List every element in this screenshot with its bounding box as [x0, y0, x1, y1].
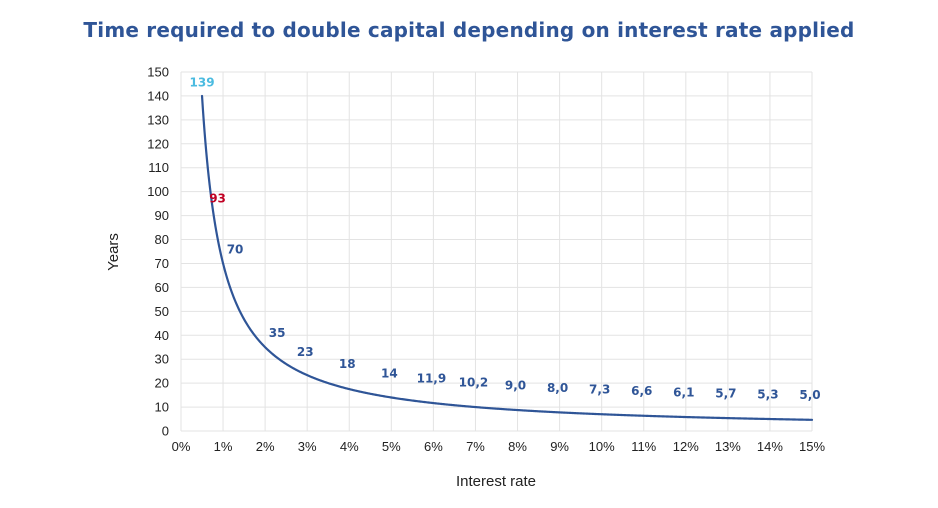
- series-line: [200, 94, 814, 421]
- x-tick-label: 0%: [172, 439, 191, 454]
- y-tick-label: 30: [155, 352, 169, 367]
- x-tick-label: 10%: [589, 439, 615, 454]
- y-tick-label: 50: [155, 304, 169, 319]
- x-axis-ticks: 0% 1% 2% 3% 4% 5% 6% 7% 8% 9% 10% 11% 12% 13% 14% 15%: [172, 439, 826, 454]
- data-label: 70: [227, 242, 244, 256]
- x-tick-label: 15%: [799, 439, 825, 454]
- x-tick-label: 7%: [466, 439, 485, 454]
- x-tick-label: 9%: [550, 439, 569, 454]
- data-label: 35: [269, 326, 286, 340]
- curve-layer: [200, 94, 814, 421]
- x-tick-label: 6%: [424, 439, 443, 454]
- x-tick-label: 8%: [508, 439, 527, 454]
- x-axis-title: Interest rate: [456, 473, 536, 490]
- x-tick-label: 13%: [715, 439, 741, 454]
- x-tick-label: 5%: [382, 439, 401, 454]
- data-label: 18: [339, 357, 356, 371]
- y-tick-label: 80: [155, 232, 169, 247]
- y-tick-label: 70: [155, 256, 169, 271]
- data-label: 14: [381, 366, 398, 380]
- data-label: 9,0: [505, 378, 526, 392]
- y-tick-label: 100: [147, 184, 169, 199]
- x-tick-label: 4%: [340, 439, 359, 454]
- y-tick-label: 60: [155, 280, 169, 295]
- y-tick-label: 10: [155, 400, 169, 415]
- data-label: 11,9: [417, 372, 447, 386]
- data-label: 8,0: [547, 381, 568, 395]
- data-label: 93: [209, 191, 226, 205]
- data-label: 23: [297, 345, 314, 359]
- x-tick-label: 12%: [673, 439, 699, 454]
- y-tick-label: 20: [155, 376, 169, 391]
- data-label: 5,3: [757, 387, 778, 401]
- x-tick-label: 3%: [298, 439, 317, 454]
- data-label: 10,2: [459, 376, 489, 390]
- data-labels: 139 93 70 35 23 18 14 11,9 10,2 9,0 8,0 7,3 6,6 6,1 5,…: [190, 75, 821, 402]
- chart-title: Time required to double capital dependin…: [83, 18, 855, 42]
- data-label: 139: [190, 75, 215, 89]
- data-label: 5,0: [799, 388, 820, 402]
- x-tick-label: 14%: [757, 439, 783, 454]
- y-tick-label: 90: [155, 208, 169, 223]
- grid-lines: [180, 71, 813, 432]
- x-tick-label: 11%: [631, 439, 656, 454]
- y-axis-title: Years: [105, 233, 122, 271]
- y-tick-label: 120: [147, 136, 169, 151]
- x-tick-label: 2%: [256, 439, 275, 454]
- x-tick-label: 1%: [214, 439, 233, 454]
- y-tick-label: 110: [148, 160, 169, 175]
- data-label: 6,6: [631, 384, 652, 398]
- data-label: 7,3: [589, 383, 610, 397]
- y-tick-label: 0: [162, 424, 169, 439]
- y-tick-label: 40: [155, 328, 169, 343]
- y-tick-label: 140: [147, 88, 169, 103]
- y-axis-ticks: 0 10 20 30 40 50 60 70 80 90 100 110 120 130 140 150: [147, 65, 169, 439]
- y-tick-label: 130: [147, 112, 169, 127]
- y-tick-label: 150: [147, 65, 169, 80]
- data-label: 5,7: [715, 386, 736, 400]
- data-label: 6,1: [673, 385, 694, 399]
